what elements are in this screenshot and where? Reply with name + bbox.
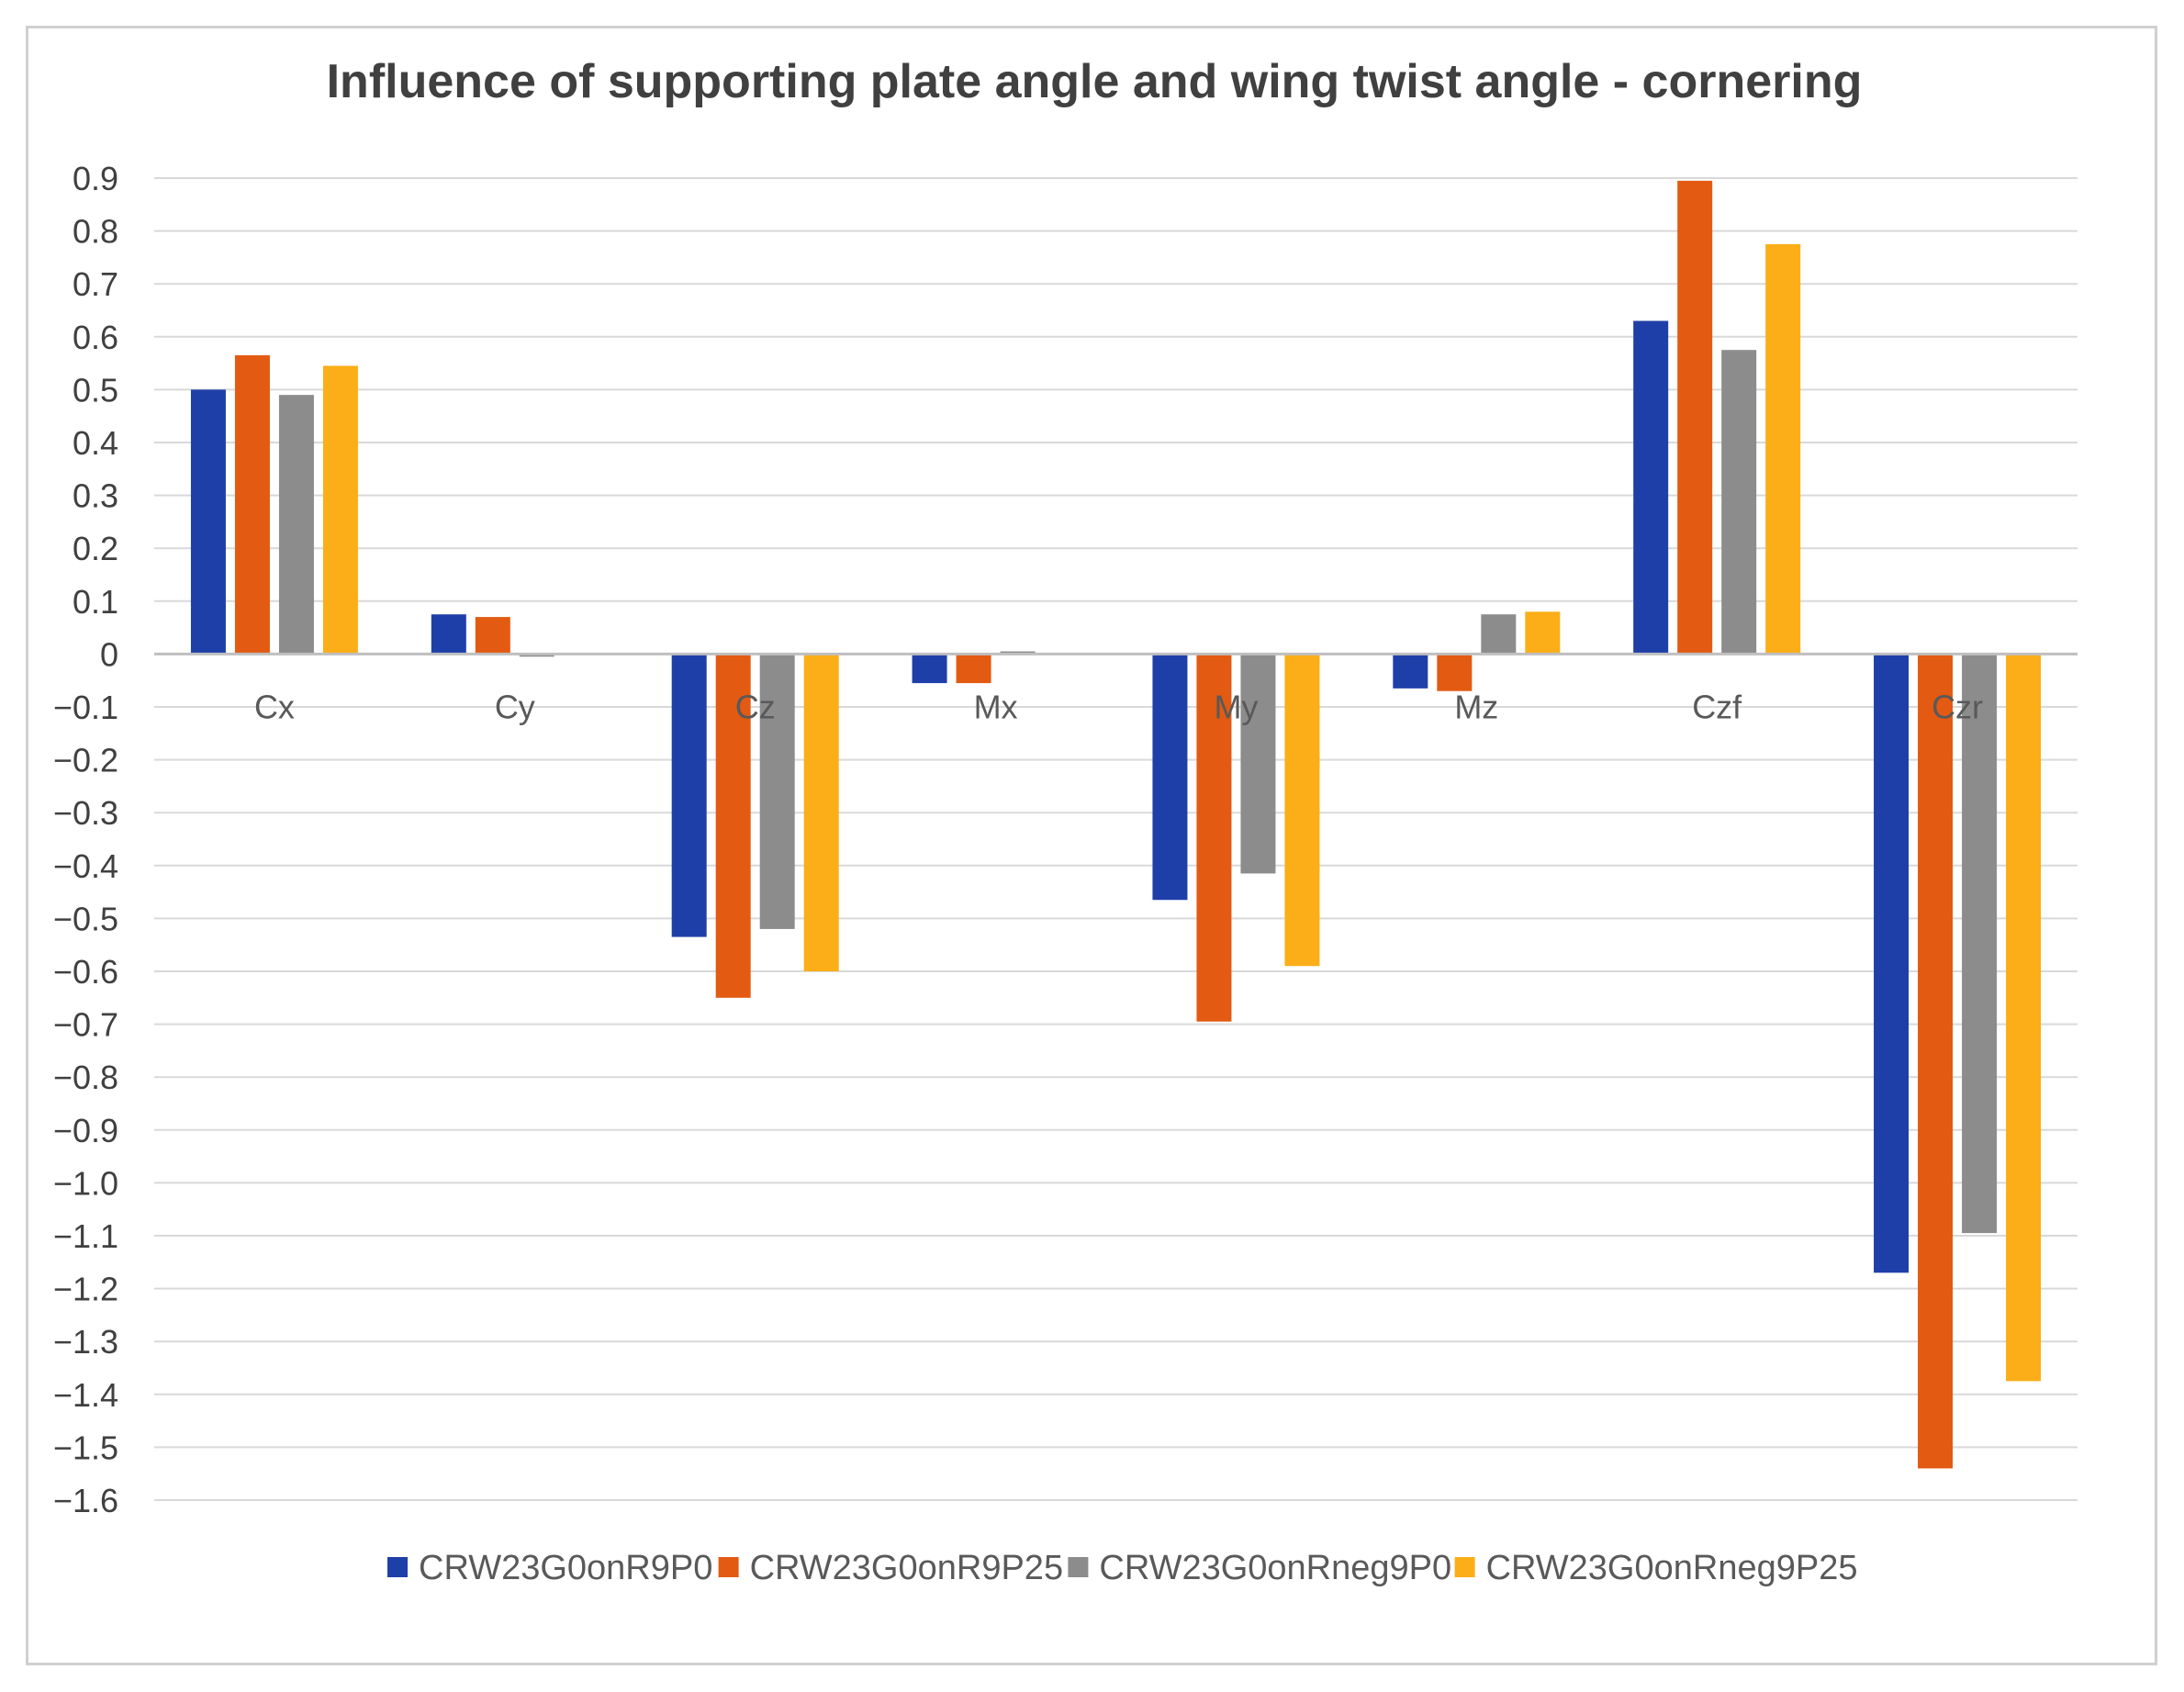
y-axis-ticks: 0.9 0.8 0.7 0.6 0.5 0.4 0.3 0.2 0.1 0 −0.1 −0.2 −0.3…: [53, 160, 118, 1519]
bar-czf-series-1: [1633, 320, 1669, 655]
y-tick-label: 0: [100, 635, 118, 673]
y-tick-label: 0.9: [73, 160, 118, 197]
y-tick-label: −1.2: [53, 1271, 118, 1308]
legend-swatch-1: [387, 1557, 408, 1577]
y-tick-label: −0.6: [53, 953, 118, 991]
legend-swatch-3: [1068, 1557, 1089, 1577]
y-tick-label: −0.9: [53, 1112, 118, 1149]
bar-mz-series-1: [1393, 654, 1428, 689]
bar-czr-series-1: [1874, 654, 1910, 1273]
category-label: Cz: [735, 688, 776, 725]
y-tick-label: 0.6: [73, 319, 118, 356]
category-label: Mx: [974, 688, 1018, 725]
y-tick-label: 0.5: [73, 371, 118, 409]
y-tick-label: −0.1: [53, 689, 118, 726]
bar-mz-series-2: [1437, 654, 1473, 691]
bar-cy-series-2: [475, 617, 510, 655]
bar-cx-series-2: [234, 354, 270, 655]
bars: [190, 180, 2042, 1469]
y-tick-label: −0.4: [53, 847, 118, 885]
y-tick-label: −1.3: [53, 1323, 118, 1361]
bar-cz-series-1: [671, 654, 707, 937]
y-tick-label: −0.7: [53, 1006, 118, 1044]
y-tick-label: −1.0: [53, 1164, 118, 1202]
bar-my-series-4: [1284, 654, 1320, 967]
bar-mx-series-2: [956, 654, 991, 684]
bar-cz-series-4: [803, 654, 839, 971]
bar-cx-series-3: [278, 395, 314, 655]
category-label: Mz: [1454, 688, 1498, 725]
y-tick-label: 0.3: [73, 477, 118, 515]
gridlines: [154, 177, 2078, 1501]
y-tick-label: −0.3: [53, 794, 118, 832]
category-label: Cy: [495, 688, 535, 725]
chart-frame: Influence of supporting plate angle and …: [26, 26, 2157, 1665]
y-tick-label: 0.7: [73, 265, 118, 303]
legend-swatch-2: [718, 1557, 739, 1577]
y-tick-label: −1.6: [53, 1482, 118, 1519]
category-label: Czf: [1692, 688, 1742, 725]
bar-chart: Influence of supporting plate angle and …: [53, 55, 2078, 1587]
bar-my-series-1: [1152, 654, 1188, 901]
bar-czf-series-4: [1765, 244, 1801, 655]
y-tick-label: 0.1: [73, 583, 118, 621]
bar-mx-series-1: [912, 654, 947, 684]
y-tick-label: −1.5: [53, 1429, 118, 1466]
bar-mz-series-3: [1481, 614, 1517, 655]
bar-mz-series-4: [1525, 611, 1561, 655]
bar-cz-series-2: [715, 654, 751, 998]
y-tick-label: −1.1: [53, 1217, 118, 1255]
bar-my-series-3: [1240, 654, 1276, 874]
category-label: My: [1214, 688, 1258, 725]
y-tick-label: 0.4: [73, 424, 118, 462]
y-tick-label: −0.2: [53, 742, 118, 779]
bar-czf-series-2: [1677, 180, 1713, 655]
bar-czr-series-2: [1918, 654, 1954, 1469]
category-label: Czr: [1932, 688, 1983, 725]
bar-czr-series-4: [2006, 654, 2042, 1382]
bar-czf-series-3: [1721, 350, 1757, 655]
bar-cz-series-3: [759, 654, 795, 929]
legend-label-2: CRW23G0onR9P25: [750, 1549, 1063, 1587]
bar-my-series-2: [1196, 654, 1232, 1022]
category-labels: Cx Cy Cz Mx My Mz Czf Czr: [254, 688, 1983, 725]
bar-cx-series-4: [322, 365, 358, 655]
bar-czr-series-3: [1962, 654, 1998, 1234]
legend-label-3: CRW23G0onRneg9P0: [1099, 1549, 1451, 1587]
legend: CRW23G0onR9P0 CRW23G0onR9P25 CRW23G0onRneg…: [387, 1549, 1857, 1587]
chart-title: Influence of supporting plate angle and …: [327, 55, 1863, 108]
bar-cx-series-1: [190, 389, 226, 655]
y-tick-label: 0.8: [73, 213, 118, 251]
legend-label-4: CRW23G0onRneg9P25: [1486, 1549, 1858, 1587]
y-tick-label: −0.8: [53, 1059, 118, 1096]
legend-label-1: CRW23G0onR9P0: [419, 1549, 712, 1587]
y-tick-label: 0.2: [73, 530, 118, 567]
y-tick-label: −1.4: [53, 1376, 118, 1414]
category-label: Cx: [254, 688, 295, 725]
bar-cy-series-1: [431, 614, 466, 655]
y-tick-label: −0.5: [53, 900, 118, 937]
legend-swatch-4: [1454, 1557, 1475, 1577]
